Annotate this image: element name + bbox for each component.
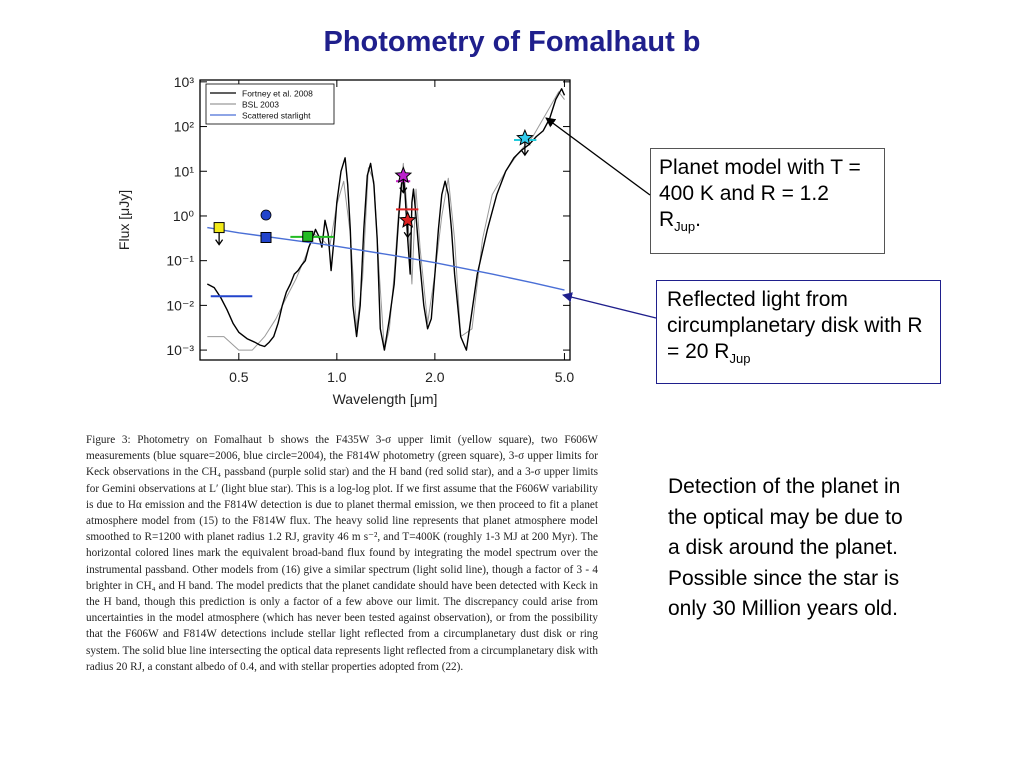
point-f814w <box>302 230 314 242</box>
legend-label: Fortney et al. 2008 <box>242 89 313 99</box>
point-l-upper-limit-arrowhead <box>520 149 529 157</box>
callout-reflected-light: Reflected light from circumplanetary dis… <box>656 280 941 384</box>
x-tick-label: 0.5 <box>229 369 249 385</box>
y-tick-label: 10⁰ <box>173 208 195 224</box>
model-line-fortney <box>206 88 566 351</box>
x-axis-label: Wavelength [μm] <box>333 391 438 407</box>
point-ch4-upper-limit-arrowhead <box>399 187 408 194</box>
y-tick-label: 10³ <box>174 74 195 90</box>
plot-frame <box>199 79 571 361</box>
y-tick-label: 10¹ <box>174 163 195 179</box>
point-l-upper-limit <box>516 128 534 146</box>
spectrum-plot: 10³ 10² 10¹ 10⁰ 10⁻¹ 10⁻² 10⁻³ 0.5 1.0 2.0 5.0 Wave… <box>116 74 575 407</box>
arrow-to-model <box>545 117 651 196</box>
legend-label: Scattered starlight <box>242 111 311 121</box>
callout-planet-model-text: Planet model with T = 400 K and R = 1.2 … <box>659 156 861 231</box>
x-tick-label: 1.0 <box>327 369 347 385</box>
x-tick-label: 5.0 <box>555 369 575 385</box>
legend-box <box>205 83 335 125</box>
callout-planet-model-sub: Jup <box>674 219 696 235</box>
callout-planet-model-tail: . <box>695 208 701 231</box>
point-f435w-upper-limit <box>213 222 225 234</box>
arrow-to-starlight <box>562 292 657 319</box>
point-f435w-upper-limit-arrowhead <box>215 239 224 246</box>
callout-planet-model: Planet model with T = 400 K and R = 1.2 … <box>650 148 885 254</box>
point-f606w-2006 <box>260 231 272 243</box>
point-ch4-upper-limit <box>394 166 413 184</box>
y-tick-label: 10⁻¹ <box>166 253 194 269</box>
y-axis-label: Flux [μJy] <box>116 190 132 250</box>
point-h-upper-limit <box>398 211 417 228</box>
y-tick-label: 10⁻³ <box>166 342 194 358</box>
callout-reflected-light-sub: Jup <box>729 351 751 367</box>
y-tick-label: 10⁻² <box>166 297 194 313</box>
x-tick-label: 2.0 <box>425 369 445 385</box>
point-f606w-2004 <box>260 209 272 221</box>
slide-title: Photometry of Fomalhaut b <box>323 26 701 58</box>
point-h-upper-limit-arrowhead <box>403 231 412 239</box>
callout-reflected-light-text: Reflected light from circumplanetary dis… <box>667 288 923 363</box>
figure-caption: Figure 3: Photometry on Fomalhaut b show… <box>86 434 598 673</box>
legend-label: BSL 2003 <box>242 100 279 110</box>
scattered-starlight-line <box>207 226 565 291</box>
detection-note: Detection of the planet in the optical m… <box>668 475 903 620</box>
y-tick-label: 10² <box>174 119 195 135</box>
